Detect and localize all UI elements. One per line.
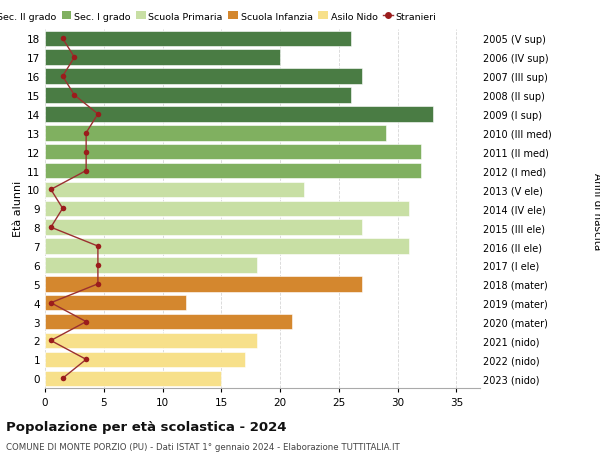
Bar	[45, 126, 386, 141]
Bar	[45, 276, 362, 292]
Point	[82, 149, 91, 156]
Point	[93, 243, 103, 250]
Bar	[45, 182, 304, 198]
Bar	[45, 239, 409, 254]
Bar	[45, 88, 350, 104]
Text: COMUNE DI MONTE PORZIO (PU) - Dati ISTAT 1° gennaio 2024 - Elaborazione TUTTITAL: COMUNE DI MONTE PORZIO (PU) - Dati ISTAT…	[6, 442, 400, 451]
Point	[58, 205, 67, 213]
Bar	[45, 220, 362, 235]
Bar	[45, 163, 421, 179]
Bar	[45, 314, 292, 330]
Point	[46, 224, 56, 231]
Point	[70, 55, 79, 62]
Point	[82, 356, 91, 363]
Bar	[45, 107, 433, 123]
Point	[82, 168, 91, 175]
Point	[82, 130, 91, 137]
Y-axis label: Età alunni: Età alunni	[13, 181, 23, 237]
Bar	[45, 333, 257, 348]
Bar	[45, 145, 421, 160]
Point	[58, 375, 67, 382]
Point	[93, 262, 103, 269]
Point	[58, 36, 67, 43]
Point	[58, 73, 67, 81]
Text: Anni di nascita: Anni di nascita	[592, 173, 600, 250]
Point	[46, 337, 56, 344]
Bar	[45, 69, 362, 84]
Bar	[45, 295, 186, 311]
Point	[46, 299, 56, 307]
Point	[82, 318, 91, 325]
Point	[93, 280, 103, 288]
Text: Popolazione per età scolastica - 2024: Popolazione per età scolastica - 2024	[6, 420, 287, 433]
Bar	[45, 50, 280, 66]
Point	[70, 92, 79, 100]
Bar	[45, 352, 245, 367]
Bar	[45, 32, 350, 47]
Point	[46, 186, 56, 194]
Legend: Sec. II grado, Sec. I grado, Scuola Primaria, Scuola Infanzia, Asilo Nido, Stran: Sec. II grado, Sec. I grado, Scuola Prim…	[0, 12, 436, 22]
Bar	[45, 257, 257, 273]
Bar	[45, 201, 409, 217]
Point	[93, 111, 103, 118]
Bar	[45, 371, 221, 386]
